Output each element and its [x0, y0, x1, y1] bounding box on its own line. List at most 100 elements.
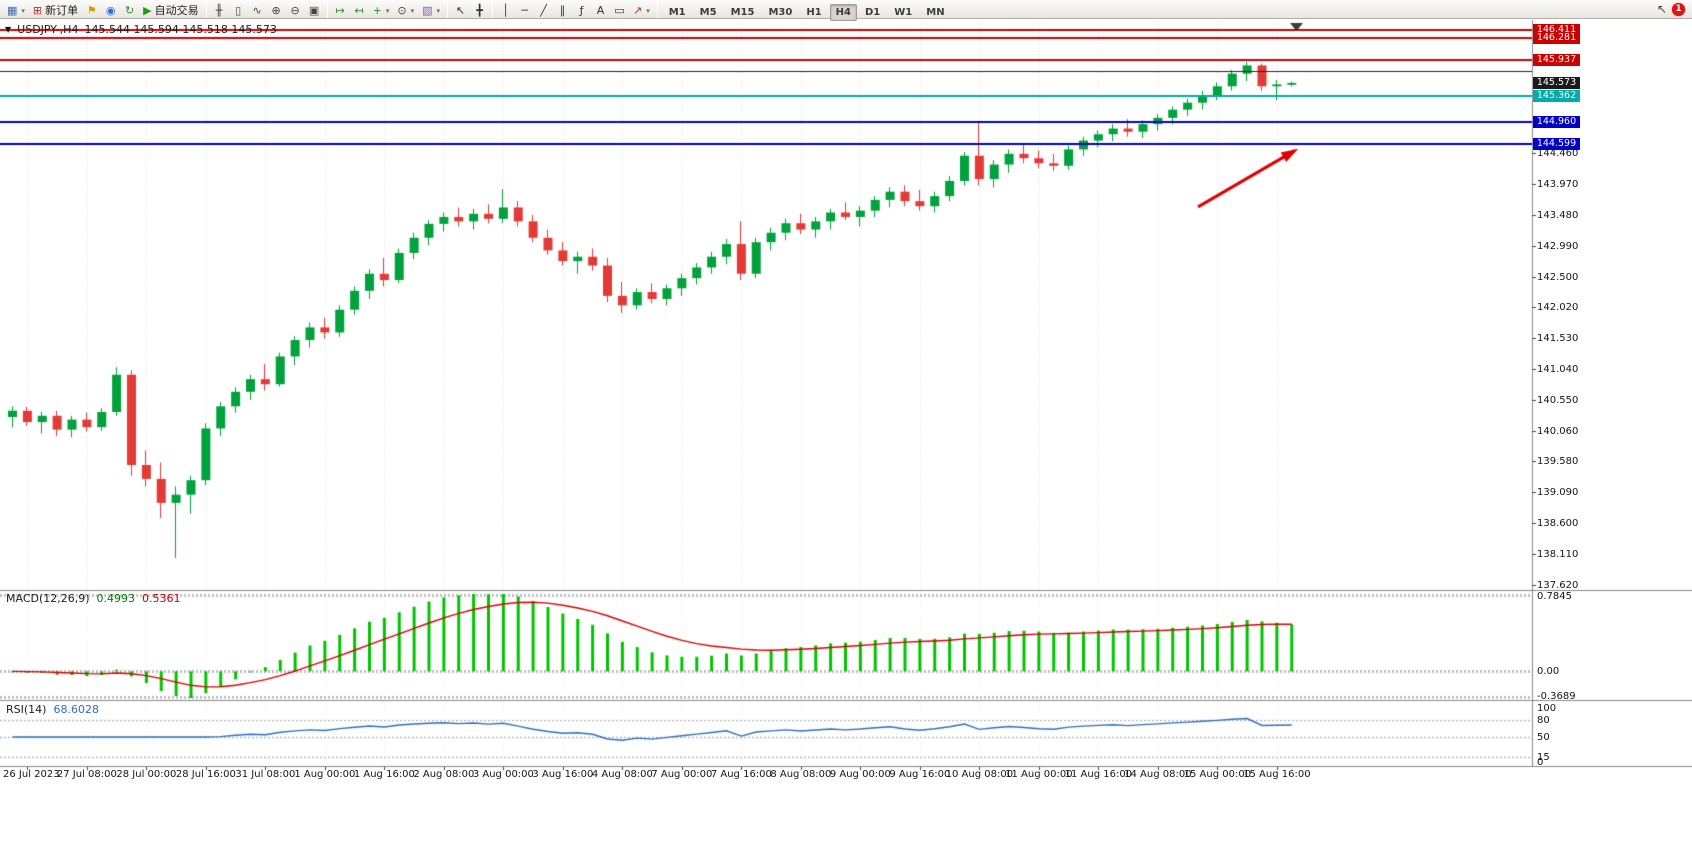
time-label: 7 Aug 00:00 [651, 769, 713, 780]
bar-chart-button[interactable]: ╫ [210, 2, 229, 19]
auto-trading-button[interactable]: ▶ 自动交易 [139, 2, 202, 19]
rsi-scale-label: 50 [1537, 732, 1550, 743]
arrows-button[interactable]: ↗ ▾ [629, 2, 654, 19]
price-badge: 144.960 [1533, 115, 1580, 128]
price-tick-label: 139.090 [1537, 487, 1579, 499]
new-chart-icon: ▦ [7, 4, 18, 17]
indicators-icon: + [372, 4, 382, 17]
timeframe-mn-button[interactable]: MN [926, 6, 945, 18]
dropdown-arrow-icon: ▾ [436, 6, 440, 15]
price-tick-label: 137.620 [1537, 579, 1579, 591]
time-label: 28 Jul 00:00 [116, 769, 177, 780]
price-tick-label: 143.480 [1537, 210, 1579, 222]
macd-signal-value: 0.5361 [142, 592, 181, 605]
toolbar-standard-group: ▦ ▾ ⊞ 新订单 ⚑ ◉ ↻ ▶ 自动交易 ╫ ▯ ∿ ⊕ ⊖ ▣ ↦ ↤ + ▾ ⊙ ▾ ▧ ▾ ↖ ╋ │ ─ ╱ ∥ ƒ A ▭ ↗ ▾ [3, 0, 661, 19]
timeframe-m15-button[interactable]: M15 [730, 6, 755, 18]
community-button[interactable]: ◉ [101, 2, 120, 19]
symbol-period-label: USDJPY-,H4 [17, 23, 79, 36]
tile-windows-icon: ▣ [308, 4, 320, 17]
templates-button[interactable]: ▧ ▾ [418, 2, 444, 19]
rsi-scale-label: 0 [1537, 757, 1544, 768]
price-tick-label: 138.110 [1537, 549, 1579, 561]
horizontal-line-icon: ─ [521, 4, 528, 17]
line-chart-button[interactable]: ∿ [248, 2, 267, 19]
refresh-button[interactable]: ↻ [120, 2, 139, 19]
time-label: 3 Aug 00:00 [472, 769, 534, 780]
alerts-button[interactable]: ⚑ [82, 2, 101, 19]
vertical-line-button[interactable]: │ [496, 2, 515, 19]
time-label: 1 Aug 16:00 [353, 769, 415, 780]
chart-canvas[interactable] [0, 19, 1692, 848]
zoom-in-icon: ⊕ [271, 4, 281, 17]
timeframe-m5-button[interactable]: M5 [699, 6, 717, 18]
chart-shift-button[interactable]: ↤ [350, 2, 369, 19]
crosshair-icon: ╋ [476, 4, 483, 17]
rsi-indicator-label: RSI(14) 68.6028 [6, 703, 99, 716]
auto-scroll-button[interactable]: ↦ [331, 2, 350, 19]
timeframe-h1-button[interactable]: H1 [806, 6, 822, 18]
text-button[interactable]: A [591, 2, 610, 19]
chart-window: ▼ USDJPY-,H4 145.544 145.594 145.518 145… [0, 19, 1692, 848]
refresh-icon: ↻ [125, 4, 135, 17]
periods-button[interactable]: ⊙ ▾ [393, 2, 418, 19]
time-label: 15 Aug 00:00 [1183, 769, 1252, 780]
periods-icon: ⊙ [397, 4, 407, 17]
time-label: 31 Jul 08:00 [235, 769, 296, 780]
timeframe-h4-button[interactable]: H4 [829, 3, 857, 21]
time-label: 2 Aug 08:00 [413, 769, 475, 780]
text-label-icon: ▭ [614, 4, 625, 17]
cursor-button[interactable]: ↖ [451, 2, 470, 19]
tile-windows-button[interactable]: ▣ [305, 2, 324, 19]
channel-button[interactable]: ∥ [553, 2, 572, 19]
time-label: 14 Aug 08:00 [1124, 769, 1192, 780]
new-order-button-label: 新订单 [45, 4, 79, 17]
text-label-button[interactable]: ▭ [610, 2, 629, 19]
ohlc-values: 145.544 145.594 145.518 145.573 [84, 23, 277, 36]
candlestick-chart-button[interactable]: ▯ [229, 2, 248, 19]
text-icon: A [596, 4, 605, 17]
fibonacci-icon: ƒ [579, 4, 584, 17]
trendline-button[interactable]: ╱ [534, 2, 553, 19]
time-label: 28 Jul 16:00 [175, 769, 236, 780]
price-tick-label: 141.530 [1537, 333, 1579, 345]
dropdown-arrow-icon: ▾ [646, 6, 650, 15]
auto-trading-icon: ▶ [143, 4, 152, 17]
pointer-icon[interactable]: ↖ [1656, 2, 1667, 16]
price-badge: 145.573 [1533, 76, 1580, 89]
macd-name: MACD(12,26,9) [6, 592, 90, 605]
timeframe-w1-button[interactable]: W1 [894, 6, 913, 18]
templates-icon: ▧ [422, 4, 433, 17]
rsi-scale-label: 80 [1537, 714, 1550, 726]
fibonacci-button[interactable]: ƒ [572, 2, 591, 19]
price-badge: 144.599 [1533, 138, 1580, 151]
time-label: 8 Aug 08:00 [770, 769, 832, 780]
horizontal-line-button[interactable]: ─ [515, 2, 534, 19]
timeframe-d1-button[interactable]: D1 [864, 6, 881, 18]
price-tick-label: 142.020 [1537, 302, 1579, 314]
price-tick-label: 144.460 [1537, 148, 1579, 160]
timeframe-m30-button[interactable]: M30 [768, 6, 793, 18]
channel-icon: ∥ [559, 4, 566, 17]
macd-scale-label: -0.3689 [1537, 691, 1576, 702]
new-order-button[interactable]: ⊞ 新订单 [29, 2, 82, 19]
timeframe-m1-button[interactable]: M1 [668, 6, 686, 18]
zoom-out-icon: ⊖ [290, 4, 300, 17]
auto-trading-button-label: 自动交易 [154, 4, 199, 17]
zoom-in-button[interactable]: ⊕ [267, 2, 286, 19]
rsi-value: 68.6028 [53, 703, 99, 716]
zoom-out-button[interactable]: ⊖ [286, 2, 305, 19]
price-tick-label: 140.550 [1537, 395, 1579, 406]
notifications-badge[interactable]: 1 [1672, 2, 1685, 16]
macd-main-value: 0.4993 [96, 592, 136, 605]
price-tick-label: 143.970 [1537, 179, 1579, 191]
time-label: 26 Jul 2023 [3, 769, 60, 780]
dropdown-arrow-icon: ▾ [21, 6, 25, 15]
crosshair-button[interactable]: ╋ [470, 2, 489, 19]
dropdown-arrow-icon: ▾ [385, 6, 390, 15]
cursor-icon: ↖ [455, 4, 466, 17]
new-chart-button[interactable]: ▦ ▾ [3, 2, 29, 19]
indicators-button[interactable]: + ▾ [369, 2, 394, 19]
time-label: 15 Aug 16:00 [1243, 769, 1311, 780]
time-label: 11 Aug 16:00 [1064, 769, 1133, 780]
collapse-triangle-icon: ▼ [5, 25, 12, 34]
